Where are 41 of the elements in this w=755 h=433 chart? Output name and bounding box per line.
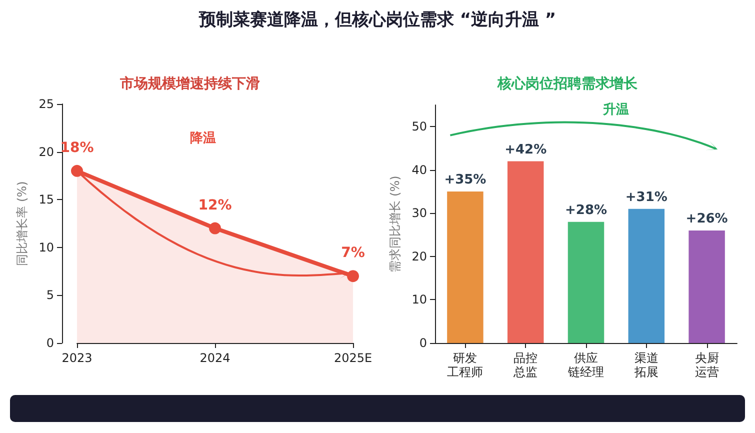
bar <box>688 230 725 343</box>
bar <box>507 161 544 343</box>
bar <box>447 192 484 343</box>
data-label: 7% <box>341 245 365 262</box>
chart-title: 市场规模增速持续下滑 <box>119 75 260 92</box>
x-tick-label: 2023 <box>62 351 92 365</box>
data-label: +28% <box>564 202 608 218</box>
x-tick-label: 渠道拓展 <box>633 351 658 379</box>
y-tick-label: 15 <box>38 192 54 207</box>
y-axis-title: 同比增长率 (%) <box>14 181 29 266</box>
data-label: 12% <box>198 197 232 214</box>
y-tick-label: 5 <box>46 288 54 302</box>
x-tick-label: 2025E <box>334 351 372 365</box>
y-tick-label: 50 <box>412 120 427 134</box>
y-tick-label: 0 <box>46 336 54 350</box>
y-axis-title: 需求同比增长 (%) <box>388 176 402 272</box>
y-tick-label: 10 <box>412 292 427 307</box>
point <box>209 222 221 234</box>
text: 预制菜赛道降温，但核心岗位需求 “逆向升温 ” <box>198 9 558 31</box>
x-tick-label: 央厨运营 <box>694 351 719 379</box>
annotation: 降温 <box>190 131 216 146</box>
x-tick-label: 供应链经理 <box>567 351 604 379</box>
point <box>347 270 359 282</box>
y-tick-label: 10 <box>38 240 54 254</box>
x-tick-label: 2024 <box>200 351 230 365</box>
y-tick-label: 25 <box>38 97 54 111</box>
data-label: +35% <box>444 172 486 188</box>
y-tick-label: 30 <box>412 206 427 220</box>
annotation: 升温 <box>602 101 629 118</box>
bar <box>628 208 665 343</box>
y-tick-label: 20 <box>38 144 54 159</box>
bar <box>568 222 604 343</box>
data-label: +26% <box>686 211 728 226</box>
x-tick-label: 研发工程师 <box>447 351 484 379</box>
data-label: +31% <box>625 190 668 205</box>
data-label: +42% <box>504 142 547 158</box>
y-tick-label: 40 <box>412 162 427 177</box>
chart-title: 核心岗位招聘需求增长 <box>496 75 638 92</box>
x-tick-label: 品控总监 <box>512 351 538 379</box>
y-tick-label: 20 <box>412 249 427 264</box>
y-tick-label: 0 <box>419 336 427 350</box>
